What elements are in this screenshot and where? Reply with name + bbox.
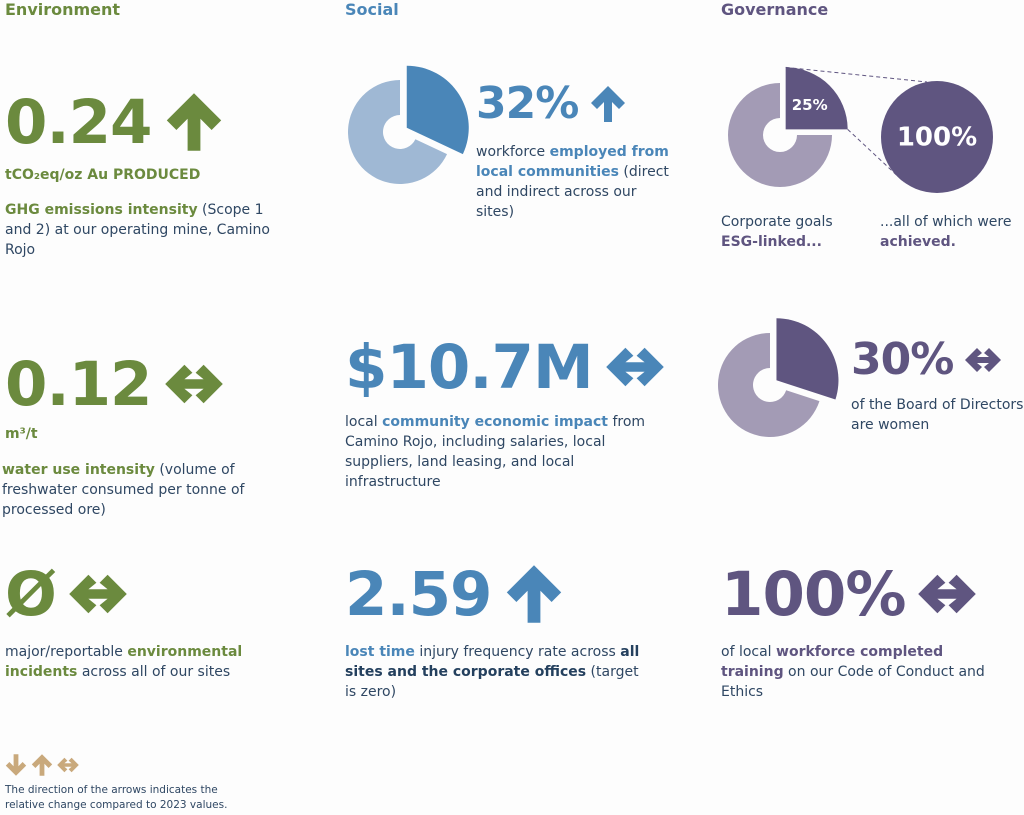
arrow-icon [69,574,127,614]
description-text: on our Code of Conduct and Ethics [721,664,985,700]
arrow-shape [506,565,561,623]
arrow-icon [918,574,977,614]
description-text: ...all of which were [880,214,1012,230]
metric-value: 2.59 [345,558,493,630]
metric-figure: Ø [5,562,130,626]
description-text: (volume of freshwater consumed per tonne… [2,462,245,518]
arrow-shape [69,574,127,614]
description: water use intensity (volume of freshwate… [2,460,267,520]
metric-figure: 0.24 [5,90,226,154]
description: of local workforce completed training on… [721,642,1006,702]
description-text: (target is zero) [345,664,639,700]
description-text: lost time [345,644,415,660]
description: major/reportable environmental incidents… [5,642,270,682]
description-text: Corporate goals [721,214,833,230]
description-text: (direct and indirect across our sites) [476,164,669,220]
metric-value: Ø [5,558,57,630]
callout-label: 100% [897,123,977,153]
callout-line [785,66,928,83]
description-text: of the Board of Directors are women [851,397,1024,433]
description: lost time injury frequency rate across a… [345,642,650,702]
pie-remainder [728,83,832,187]
arrow-shape [591,86,626,122]
metric-value: 0.12 [5,348,153,420]
arrow-shape [31,754,53,776]
column-heading: Environment [5,0,121,19]
description-text: employed from local communities [476,144,669,180]
description-text: local [345,414,383,430]
callout-circle [881,81,993,193]
description-text: workforce completed training [721,644,944,680]
arrow-icon [605,347,664,387]
legend-arrows [4,753,80,777]
column-heading: Governance [721,0,829,19]
pie-remainder [348,80,448,185]
arrow-shape [965,348,1002,372]
pie-remainder [718,333,820,438]
arrow-icon [506,565,561,623]
arrow-icon [5,754,27,776]
arrow-shape [918,574,977,614]
arrow-shape [605,347,664,387]
metric-figure: $10.7M [345,335,667,399]
metric-figure: 32% [476,82,628,126]
description: of the Board of Directors are women [851,395,1024,435]
description-text: across all of our sites [77,664,231,680]
metric-figure: 30% [851,338,1003,382]
description: Corporate goals ESG-linked... [721,212,861,252]
arrow-icon [57,757,79,773]
description: ...all of which were achieved. [880,212,1020,252]
metric-value: 100% [721,558,906,630]
pie-slice [776,318,839,400]
arrow-icon [31,754,53,776]
arrow-icon [591,86,626,122]
description-text: GHG emissions intensity [5,202,198,218]
description: workforce employed from local communitie… [476,142,676,222]
description-text: (Scope 1 and 2) at our operating mine, C… [5,202,270,258]
description-text: major/reportable [5,644,128,660]
description-text: all sites and the corporate offices [345,644,640,680]
column-heading: Social [345,0,399,19]
metric-figure: 100% [721,562,979,626]
legend-note: The direction of the arrows indicates th… [5,784,228,811]
description-text: achieved. [880,234,956,250]
metric-unit: tCO₂eq/oz Au PRODUCED [5,167,201,183]
description-text: injury frequency rate across [414,644,621,660]
description: GHG emissions intensity (Scope 1 and 2) … [5,200,270,260]
metric-figure: 2.59 [345,562,566,626]
metric-unit: m³/t [5,426,38,442]
metric-value: $10.7M [345,331,594,403]
description: local community economic impact from Cam… [345,412,650,492]
arrow-icon [965,348,1002,372]
description-text: workforce [476,144,550,160]
metric-value: 30% [851,334,954,385]
pie-label: 25% [792,96,828,114]
arrow-shape [5,754,27,776]
description-text: community economic impact [382,414,608,430]
arrow-icon [166,93,221,151]
description-text: ESG-linked... [721,234,822,250]
description-text: of local [721,644,777,660]
pie-slice [406,65,469,155]
description-text: water use intensity [2,462,155,478]
metric-value: 0.24 [5,86,153,158]
metric-value: 32% [476,78,579,129]
arrow-icon [164,364,223,404]
arrow-shape [166,93,221,151]
metric-figure: 0.12 [5,352,226,416]
arrow-shape [164,364,223,404]
description-text: from Camino Rojo, including salaries, lo… [345,414,646,490]
description-text: environmental incidents [5,644,243,680]
arrow-shape [57,757,79,773]
pie-slice [785,67,848,130]
